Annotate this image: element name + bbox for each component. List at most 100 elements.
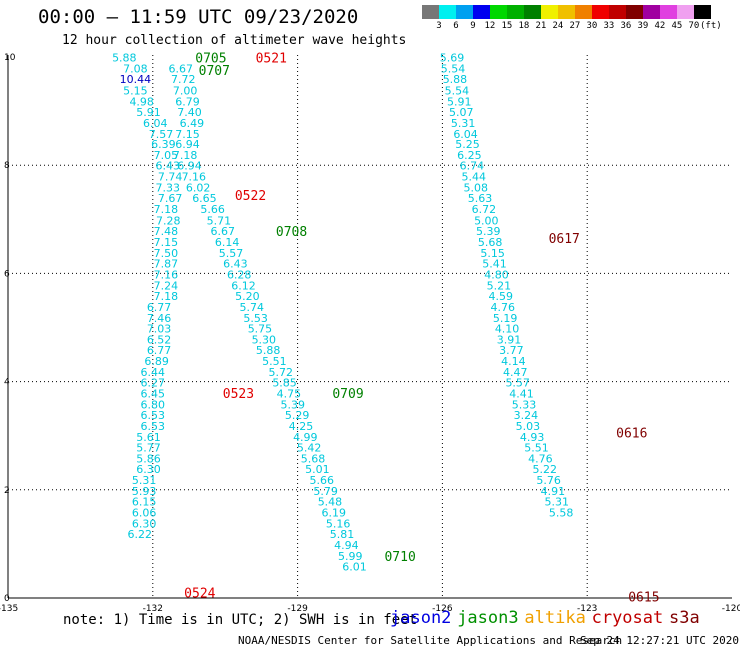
wave-height-value: 7.48 bbox=[154, 225, 179, 238]
y-tick-label: 8 bbox=[4, 161, 10, 171]
wave-height-value: 3.77 bbox=[499, 344, 524, 357]
wave-height-value: 7.16 bbox=[154, 268, 179, 281]
pass-time-label: 0522 bbox=[235, 189, 266, 204]
wave-height-value: 4.75 bbox=[277, 388, 302, 401]
wave-height-value: 6.01 bbox=[342, 561, 367, 574]
wave-height-value: 6.53 bbox=[141, 409, 166, 422]
legend-swatch bbox=[490, 5, 507, 19]
wave-height-value: 6.74 bbox=[460, 160, 485, 173]
wave-height-value: 10.44 bbox=[120, 73, 152, 86]
wave-height-value: 7.00 bbox=[173, 85, 198, 98]
wave-height-value: 5.39 bbox=[281, 398, 306, 411]
wave-height-value: 5.03 bbox=[516, 420, 541, 433]
wave-height-value: 4.41 bbox=[509, 388, 534, 401]
wave-height-value: 4.14 bbox=[501, 355, 526, 368]
wave-height-value: 6.25 bbox=[457, 149, 482, 162]
wave-height-value: 5.88 bbox=[256, 344, 281, 357]
wave-height-value: 6.79 bbox=[175, 95, 200, 108]
legend-swatch bbox=[439, 5, 456, 19]
wave-height-value: 6.94 bbox=[175, 138, 200, 151]
legend-label: 15 bbox=[501, 21, 513, 31]
wave-height-value: 7.16 bbox=[182, 171, 207, 184]
wave-height-value: 7.03 bbox=[147, 323, 172, 336]
wave-height-value: 5.54 bbox=[445, 85, 470, 98]
wave-height-value: 6.72 bbox=[472, 203, 497, 216]
legend-swatch bbox=[694, 5, 711, 19]
wave-height-value: 5.41 bbox=[482, 258, 507, 271]
wave-height-value: 5.72 bbox=[268, 366, 293, 379]
wave-height-value: 4.47 bbox=[503, 366, 528, 379]
satellite-cryosat: cryosat bbox=[591, 608, 664, 628]
wave-height-value: 5.76 bbox=[536, 474, 561, 487]
wave-height-value: 5.22 bbox=[532, 463, 557, 476]
wave-height-value: 7.18 bbox=[154, 203, 179, 216]
wave-height-value: 6.43 bbox=[223, 258, 248, 271]
wave-height-value: 4.99 bbox=[293, 431, 318, 444]
pass-time-label: 0708 bbox=[276, 225, 307, 240]
wave-height-value: 6.28 bbox=[227, 268, 252, 281]
pass-time-label: 0524 bbox=[184, 587, 215, 602]
legend-label: (ft) bbox=[700, 21, 722, 31]
wave-height-value: 7.72 bbox=[171, 73, 196, 86]
wave-height-value: 5.74 bbox=[239, 301, 264, 314]
wave-height-value: 5.31 bbox=[132, 474, 157, 487]
wave-height-value: 5.88 bbox=[443, 73, 468, 86]
wave-height-value: 5.81 bbox=[330, 528, 355, 541]
wave-height-value: 7.74 bbox=[158, 171, 183, 184]
wave-height-value: 5.15 bbox=[480, 247, 505, 260]
legend-swatch bbox=[643, 5, 660, 19]
legend-swatch bbox=[422, 5, 439, 19]
legend-swatch bbox=[626, 5, 643, 19]
legend-label: 9 bbox=[470, 21, 476, 31]
wave-height-value: 5.79 bbox=[313, 485, 338, 498]
wave-height-value: 4.76 bbox=[528, 452, 553, 465]
wave-height-value: 6.06 bbox=[132, 507, 157, 520]
pass-time-label: 0616 bbox=[616, 426, 647, 441]
wave-height-value: 5.85 bbox=[272, 377, 297, 390]
legend-label: 24 bbox=[552, 21, 564, 31]
pass-time-label: 0617 bbox=[549, 232, 580, 247]
x-tick-label: -120 bbox=[722, 604, 740, 614]
y-tick-label: 0 bbox=[4, 594, 10, 604]
wave-height-value: 5.75 bbox=[248, 323, 273, 336]
wave-height-value: 5.91 bbox=[136, 106, 161, 119]
legend-label: 33 bbox=[603, 21, 615, 31]
chart-title: 00:00 – 11:59 UTC 09/23/2020 bbox=[38, 6, 359, 28]
wave-height-value: 5.63 bbox=[468, 192, 493, 205]
x-tick-label: -129 bbox=[287, 604, 308, 614]
legend-swatch bbox=[507, 5, 524, 19]
wave-height-value: 6.04 bbox=[453, 128, 478, 141]
wave-height-value: 5.16 bbox=[326, 517, 351, 530]
wave-height-value: 7.40 bbox=[177, 106, 202, 119]
wave-height-value: 6.80 bbox=[141, 398, 166, 411]
wave-height-value: 5.93 bbox=[132, 485, 157, 498]
wave-height-value: 7.05 bbox=[154, 149, 179, 162]
legend-label: 3 bbox=[436, 21, 442, 31]
y-tick-label: 10 bbox=[4, 53, 16, 63]
wave-height-value: 4.25 bbox=[289, 420, 314, 433]
wave-height-value: 5.51 bbox=[524, 442, 549, 455]
wave-height-value: 7.08 bbox=[123, 62, 148, 75]
wave-height-value: 4.76 bbox=[490, 301, 515, 314]
legend-label: 36 bbox=[620, 21, 632, 31]
legend-swatch bbox=[524, 5, 541, 19]
wave-height-value: 6.53 bbox=[141, 420, 166, 433]
wave-height-value: 7.50 bbox=[154, 247, 179, 260]
wave-height-value: 6.19 bbox=[322, 507, 347, 520]
wave-height-value: 5.99 bbox=[338, 550, 363, 563]
legend-label: 21 bbox=[535, 21, 547, 31]
wave-height-value: 5.53 bbox=[243, 312, 268, 325]
wave-height-value: 7.18 bbox=[154, 290, 179, 303]
wave-height-value: 6.94 bbox=[177, 160, 202, 173]
legend-label: 70 bbox=[688, 21, 700, 31]
wave-height-value: 6.45 bbox=[141, 388, 166, 401]
wave-height-value: 6.43 bbox=[156, 160, 181, 173]
wave-height-value: 7.67 bbox=[158, 192, 183, 205]
wave-height-value: 5.66 bbox=[200, 203, 225, 216]
legend-swatch bbox=[609, 5, 626, 19]
wave-height-value: 7.24 bbox=[154, 279, 179, 292]
wave-height-value: 5.01 bbox=[305, 463, 330, 476]
legend-swatch bbox=[558, 5, 575, 19]
x-tick-label: -135 bbox=[0, 604, 18, 614]
y-tick-label: 2 bbox=[4, 486, 10, 496]
